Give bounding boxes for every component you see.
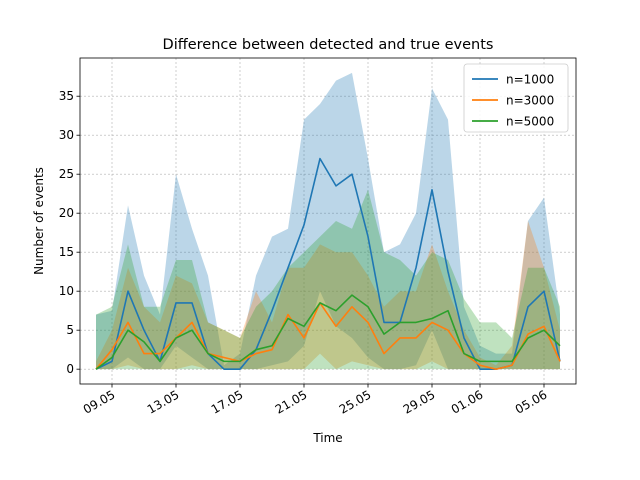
band-n-3000 — [96, 221, 560, 370]
y-tick-label: 35 — [59, 89, 74, 103]
confidence-bands — [96, 72, 560, 370]
band-n-1000 — [96, 72, 560, 370]
legend-label: n=5000 — [506, 115, 554, 129]
series-line-n-1000 — [95, 157, 561, 370]
series-line-n-5000 — [95, 294, 561, 370]
grid — [80, 58, 576, 384]
axes-frame — [79, 57, 577, 385]
y-tick-label: 0 — [66, 362, 74, 376]
x-axis-label: Time — [312, 431, 342, 445]
y-tick-label: 30 — [59, 128, 74, 142]
y-tick-label: 20 — [59, 206, 74, 220]
legend: n=1000 n=3000 n=5000 — [463, 63, 569, 133]
y-axis-label: Number of events — [32, 167, 46, 275]
legend-label: n=3000 — [506, 94, 554, 108]
band-n-5000 — [96, 189, 560, 370]
legend-label: n=1000 — [506, 73, 554, 87]
chart-title: Difference between detected and true eve… — [163, 37, 494, 53]
y-tick-label: 15 — [59, 245, 74, 259]
legend-box — [463, 63, 569, 133]
y-tick-label: 10 — [59, 284, 74, 298]
series-lines — [95, 157, 561, 370]
y-tick-label: 5 — [66, 323, 74, 337]
y-tick-label: 25 — [59, 167, 74, 181]
